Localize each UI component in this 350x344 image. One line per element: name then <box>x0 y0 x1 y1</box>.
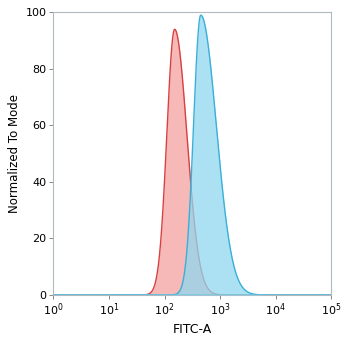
Y-axis label: Normalized To Mode: Normalized To Mode <box>8 94 21 213</box>
X-axis label: FITC-A: FITC-A <box>173 323 212 336</box>
